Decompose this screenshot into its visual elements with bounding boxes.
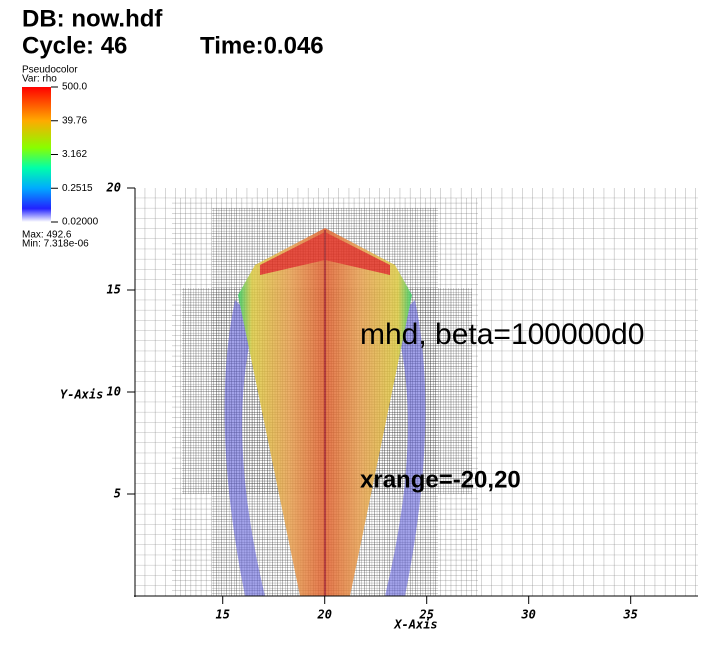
colorbar [22,87,51,222]
x-axis-title: X-Axis [393,618,437,632]
x-tick-label: 25 [418,608,433,622]
legend-min: Min: 7.318e-06 [22,239,89,250]
legend: Pseudocolor Var: rho Max: 492.6 Min: 7.3… [22,65,99,250]
y-tick-label: 10 [107,385,121,399]
x-tick-label: 35 [622,608,637,622]
time-label: Time:0.046 [200,32,324,59]
legend-title: Pseudocolor [22,65,78,76]
y-tick-label: 20 [106,181,121,195]
database-label: DB: now.hdf [22,5,163,32]
cycle-label: Cycle: 46 [22,32,127,59]
colorbar-tick-label: 500.0 [62,82,87,93]
field [224,228,426,596]
x-tick-label: 20 [316,608,331,622]
y-tick-label: 5 [114,487,121,501]
colorbar-tick-label: 3.162 [62,149,87,160]
legend-variable: Var: rho [22,74,57,85]
annotation: mhd, beta=100000d0 [360,318,644,351]
colorbar-tick-label: 39.76 [62,115,87,126]
annotation: xrange=-20,20 [360,466,521,493]
legend-max: Max: 492.6 [22,230,72,241]
x-tick-label: 15 [215,608,229,622]
y-tick-label: 15 [107,283,121,297]
colorbar-tick-label: 0.02000 [62,217,99,228]
x-tick-label: 30 [520,608,535,622]
y-axis-title: Y-Axis [60,388,103,402]
colorbar-tick-label: 0.2515 [62,183,93,194]
